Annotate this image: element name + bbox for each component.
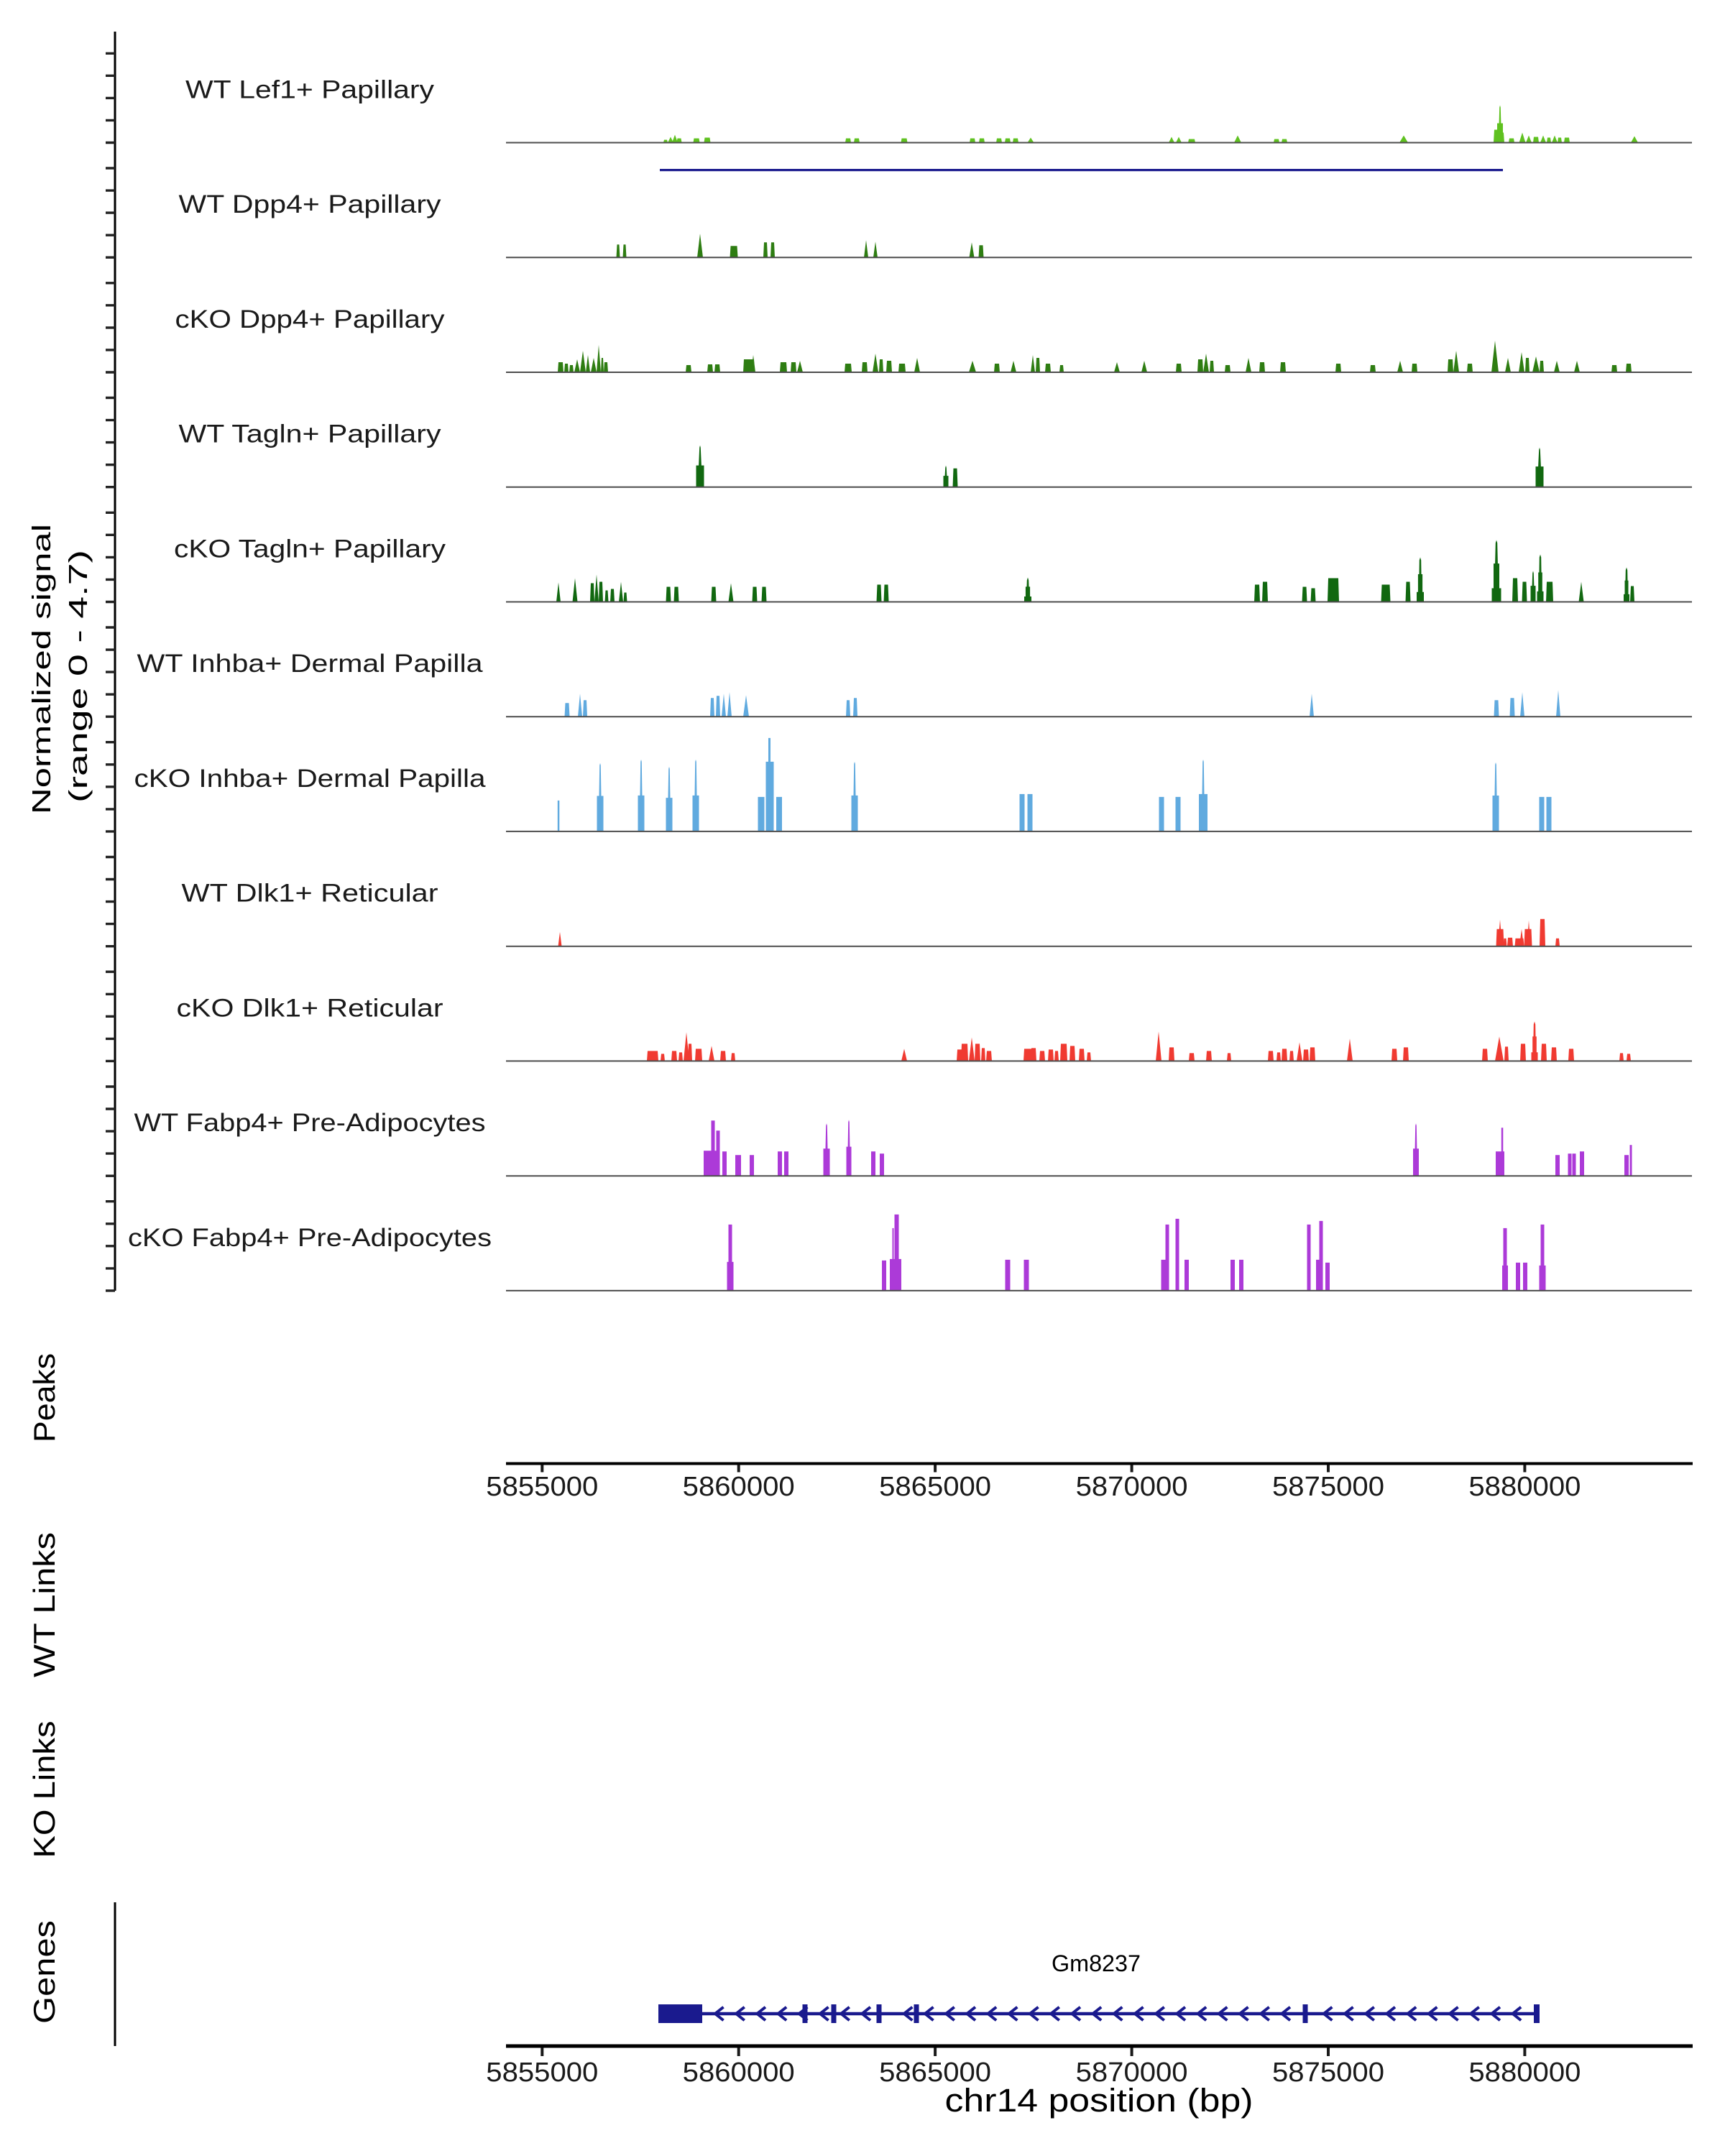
svg-text:cKO Inhba+ Dermal Papilla: cKO Inhba+ Dermal Papilla (134, 765, 487, 793)
svg-text:WT Inhba+ Dermal Papilla: WT Inhba+ Dermal Papilla (137, 650, 484, 678)
svg-text:5870000: 5870000 (1076, 2058, 1188, 2088)
svg-text:5875000: 5875000 (1272, 2058, 1384, 2088)
svg-text:cKO Fabp4+ Pre-Adipocytes: cKO Fabp4+ Pre-Adipocytes (128, 1224, 492, 1252)
svg-text:WT Links: WT Links (27, 1532, 61, 1677)
svg-text:Peaks: Peaks (27, 1353, 61, 1442)
svg-text:5880000: 5880000 (1468, 2058, 1581, 2088)
svg-text:5855000: 5855000 (486, 2058, 598, 2088)
svg-text:WT Dlk1+ Reticular: WT Dlk1+ Reticular (182, 880, 438, 908)
svg-text:cKO Tagln+ Papillary: cKO Tagln+ Papillary (174, 535, 446, 563)
svg-text:chr14 position (bp): chr14 position (bp) (945, 2082, 1254, 2119)
svg-text:WT Lef1+ Papillary: WT Lef1+ Papillary (185, 76, 435, 104)
svg-text:Genes: Genes (27, 1920, 61, 2024)
svg-text:5875000: 5875000 (1272, 1472, 1384, 1502)
svg-text:5870000: 5870000 (1076, 1472, 1188, 1502)
svg-text:(range 0 - 4.7): (range 0 - 4.7) (63, 550, 93, 803)
svg-text:KO Links: KO Links (27, 1721, 61, 1858)
svg-text:cKO Dlk1+ Reticular: cKO Dlk1+ Reticular (177, 994, 443, 1022)
svg-text:5855000: 5855000 (486, 1472, 598, 1502)
svg-text:5865000: 5865000 (879, 1472, 991, 1502)
svg-text:Gm8237: Gm8237 (1052, 1950, 1141, 1976)
svg-text:WT Dpp4+ Papillary: WT Dpp4+ Papillary (179, 190, 442, 218)
svg-text:5860000: 5860000 (683, 1472, 795, 1502)
svg-text:WT Fabp4+ Pre-Adipocytes: WT Fabp4+ Pre-Adipocytes (134, 1109, 486, 1137)
svg-text:5860000: 5860000 (683, 2058, 795, 2088)
svg-text:cKO Dpp4+ Papillary: cKO Dpp4+ Papillary (175, 305, 446, 333)
svg-text:5865000: 5865000 (879, 2058, 991, 2088)
svg-text:Normalized signal: Normalized signal (27, 524, 56, 814)
svg-text:5880000: 5880000 (1468, 1472, 1581, 1502)
svg-text:WT Tagln+ Papillary: WT Tagln+ Papillary (179, 420, 442, 448)
